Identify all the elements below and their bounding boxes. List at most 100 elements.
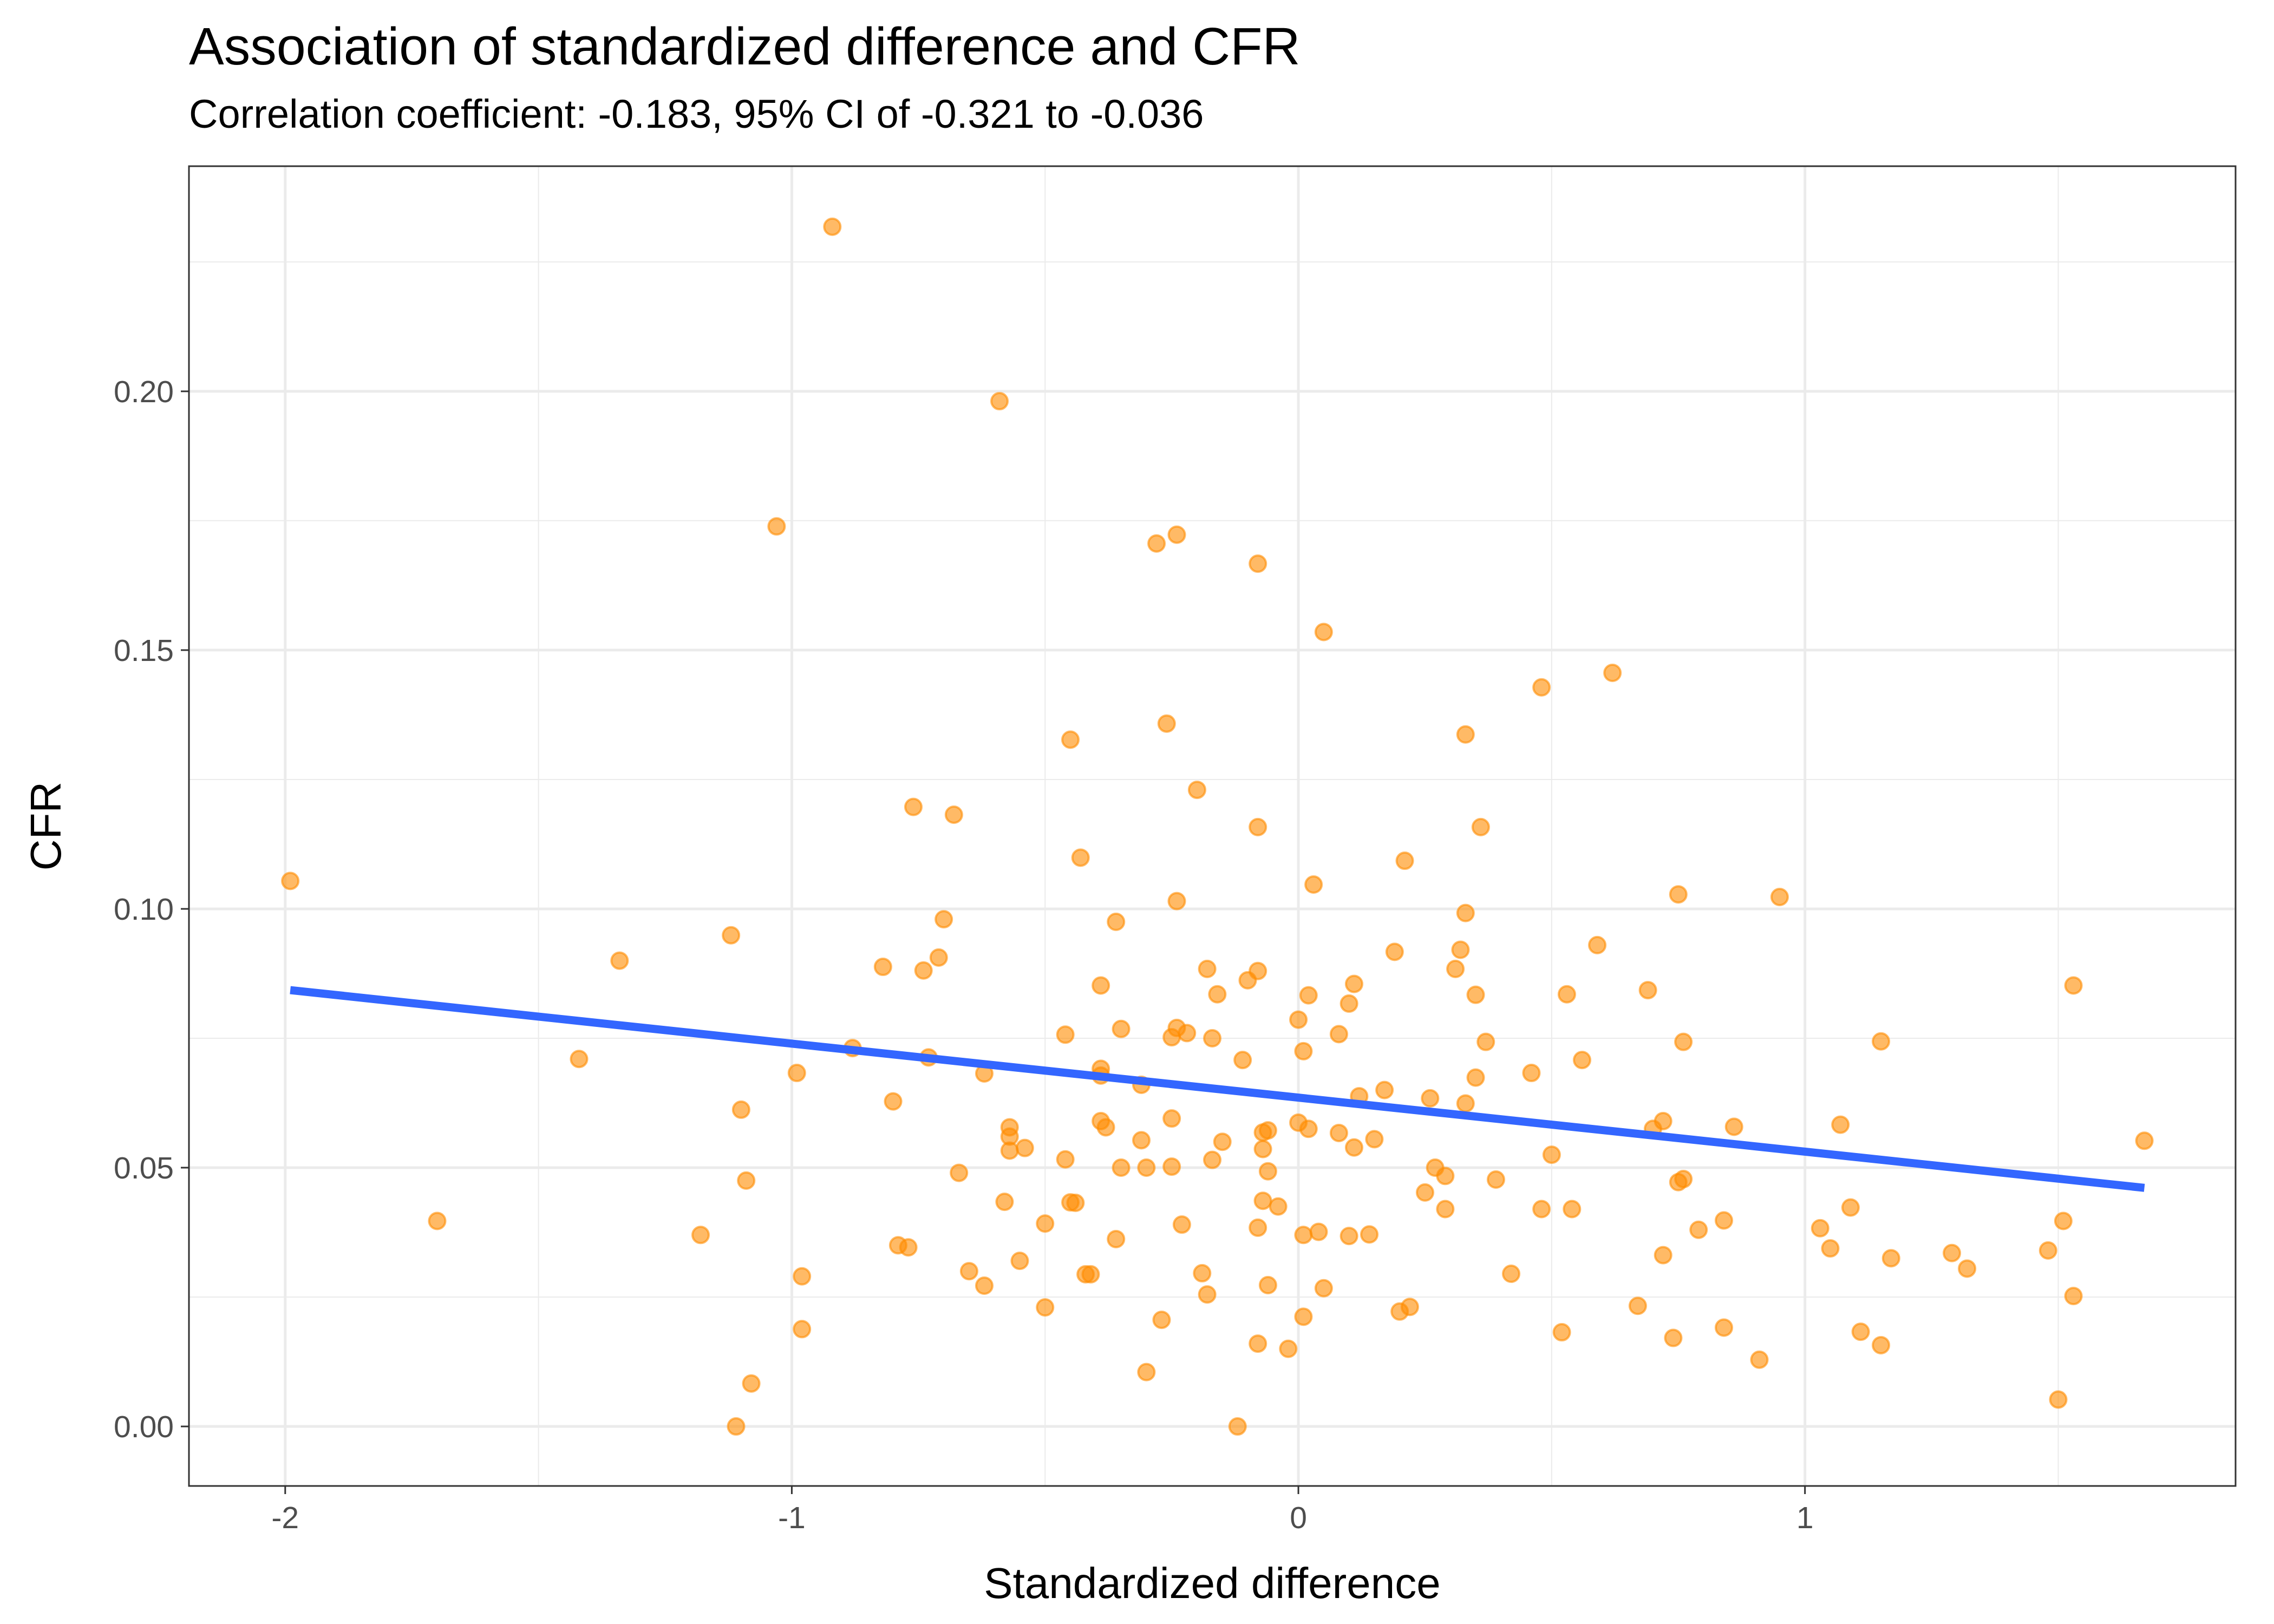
data-point: [2135, 1131, 2154, 1150]
data-point: [1456, 1094, 1475, 1113]
data-point: [1092, 976, 1110, 995]
data-point: [1289, 1010, 1308, 1029]
data-point: [1233, 1051, 1252, 1070]
data-point: [1446, 959, 1465, 978]
data-point: [727, 1417, 746, 1436]
data-point: [1208, 985, 1227, 1004]
data-point: [1603, 664, 1622, 683]
data-point: [1112, 1158, 1131, 1177]
data-point: [1309, 1222, 1328, 1241]
data-point: [1279, 1339, 1298, 1358]
data-point: [1456, 725, 1475, 744]
data-point: [1339, 1227, 1358, 1246]
x-tick-label: 0: [1290, 1501, 1307, 1535]
regression-line-group: [290, 986, 2145, 1192]
data-point: [1456, 903, 1475, 922]
data-point: [1294, 1307, 1313, 1326]
data-point: [2064, 1287, 2083, 1306]
data-point: [1132, 1131, 1151, 1150]
data-point: [1107, 1229, 1126, 1248]
data-point: [610, 951, 629, 970]
data-point: [1294, 1042, 1313, 1060]
data-point: [950, 1163, 969, 1182]
data-point: [1258, 1276, 1277, 1295]
data-point: [1339, 994, 1358, 1013]
data-point: [1552, 1323, 1571, 1342]
data-point: [1628, 1296, 1647, 1315]
data-point: [1167, 892, 1186, 911]
data-point: [1715, 1318, 1733, 1337]
y-tick-label: 0.05: [114, 1151, 174, 1186]
chart-title: Association of standardized difference a…: [189, 17, 1301, 76]
data-point: [1152, 1311, 1171, 1330]
data-point: [2049, 1390, 2068, 1409]
data-point: [1674, 1170, 1693, 1189]
data-point: [570, 1050, 589, 1069]
data-point: [2038, 1241, 2057, 1260]
data-point: [1249, 554, 1267, 573]
data-point: [1147, 534, 1166, 553]
data-point: [884, 1092, 903, 1111]
data-point: [1831, 1115, 1850, 1134]
data-point: [1557, 985, 1576, 1004]
data-point: [1000, 1141, 1019, 1160]
data-point: [2054, 1212, 2073, 1230]
data-point: [1385, 942, 1404, 961]
data-point: [975, 1276, 994, 1295]
data-point: [1451, 940, 1470, 959]
data-point: [1056, 1025, 1075, 1044]
data-point: [1360, 1225, 1379, 1244]
plot-panel-border: [188, 165, 2237, 1487]
data-point: [1943, 1243, 1962, 1262]
data-point: [1137, 1158, 1156, 1177]
x-tick-label: -1: [778, 1501, 806, 1535]
x-axis-ticks: -2 -1 0 1: [271, 1486, 1814, 1535]
data-points: [281, 217, 2154, 1436]
data-point: [1213, 1132, 1232, 1151]
data-point: [1329, 1025, 1348, 1044]
data-point: [929, 948, 948, 967]
data-point: [1172, 1215, 1191, 1234]
data-point: [1395, 852, 1414, 870]
data-point: [1872, 1335, 1891, 1354]
data-point: [1314, 1279, 1333, 1298]
data-point: [1573, 1051, 1592, 1070]
data-point: [1157, 714, 1176, 733]
data-point: [1178, 1024, 1197, 1043]
data-point: [793, 1267, 812, 1286]
data-point: [1674, 1032, 1693, 1051]
data-point: [1203, 1150, 1221, 1169]
data-point: [1542, 1145, 1561, 1164]
data-point: [1375, 1081, 1394, 1099]
data-point: [1689, 1220, 1708, 1239]
data-point: [1162, 1157, 1181, 1176]
data-point: [1436, 1200, 1455, 1219]
data-point: [1872, 1032, 1891, 1051]
data-point: [1588, 935, 1607, 954]
y-tick-label: 0.15: [114, 633, 174, 668]
data-point: [1036, 1298, 1055, 1317]
data-point: [1167, 525, 1186, 544]
data-point: [1294, 1226, 1313, 1245]
data-point: [1198, 1285, 1217, 1304]
data-point: [1137, 1363, 1156, 1381]
y-tick-label: 0.20: [114, 375, 174, 409]
data-point: [904, 797, 923, 816]
data-point: [1107, 912, 1126, 931]
data-point: [1471, 817, 1490, 836]
x-axis-title: Standardized difference: [984, 1559, 1441, 1607]
data-point: [1193, 1264, 1212, 1283]
data-point: [1476, 1032, 1495, 1051]
data-point: [1466, 985, 1485, 1004]
data-point: [1715, 1211, 1733, 1230]
data-point: [1198, 959, 1217, 978]
data-point: [1258, 1121, 1277, 1140]
data-point: [1253, 1140, 1272, 1158]
data-point: [787, 1064, 806, 1083]
data-point: [1811, 1219, 1829, 1237]
data-point: [1010, 1252, 1029, 1271]
data-point: [1344, 1138, 1363, 1157]
data-point: [1249, 961, 1267, 980]
data-point: [1112, 1019, 1131, 1038]
